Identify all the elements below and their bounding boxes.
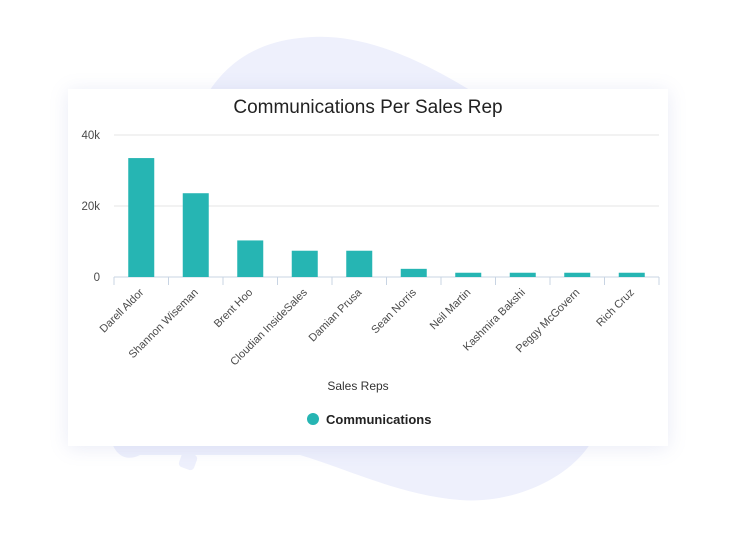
bar[interactable] [564, 272, 591, 277]
bar[interactable] [291, 250, 318, 277]
bar-chart: Communications Per Sales Rep 0 20k 40k Dar… [81, 97, 660, 427]
y-tick-label: 20k [81, 201, 100, 213]
x-axis-title: Sales Reps [327, 379, 388, 393]
legend[interactable]: Communications [307, 412, 431, 427]
y-axis-ticks: 0 20k 40k [81, 130, 100, 284]
legend-marker [307, 413, 319, 425]
bar[interactable] [455, 272, 482, 277]
x-tick-label: Neil Martin [428, 287, 474, 333]
bar[interactable] [400, 268, 427, 277]
bar[interactable] [237, 240, 264, 277]
bars [128, 158, 645, 277]
y-tick-label: 0 [94, 272, 100, 284]
background-square-decoration [178, 451, 198, 471]
x-tick-label: Sean Norris [369, 286, 419, 336]
bar[interactable] [346, 250, 373, 277]
x-tick-label: Rich Cruz [594, 287, 637, 330]
chart-card: Communications Per Sales Rep 0 20k 40k Dar… [68, 89, 668, 446]
bar[interactable] [128, 158, 155, 277]
chart-title: Communications Per Sales Rep [233, 97, 502, 118]
y-tick-label: 40k [81, 130, 100, 142]
legend-label: Communications [326, 412, 431, 427]
x-tick-label: Damian Prusa [307, 286, 365, 344]
bar[interactable] [509, 272, 536, 277]
x-tick-label: Darell Aldor [98, 286, 147, 335]
x-axis-tick-marks [113, 277, 660, 285]
bar[interactable] [182, 193, 209, 277]
x-tick-label: Brent Hoo [212, 287, 256, 331]
bar[interactable] [618, 272, 645, 277]
